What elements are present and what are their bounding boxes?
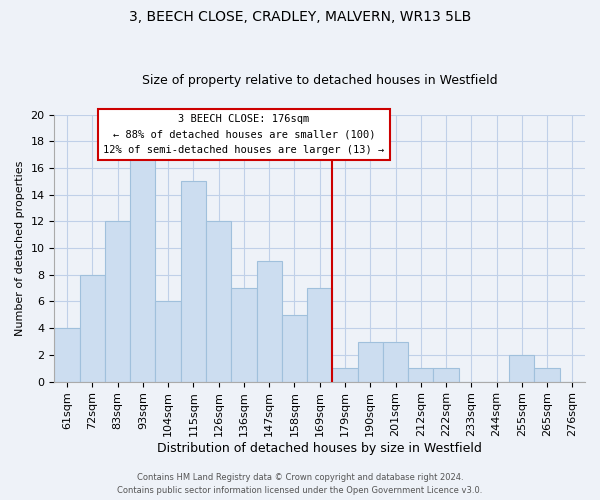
- Bar: [231, 288, 257, 382]
- Y-axis label: Number of detached properties: Number of detached properties: [15, 160, 25, 336]
- Bar: [257, 262, 282, 382]
- Bar: [55, 328, 80, 382]
- Text: Contains HM Land Registry data © Crown copyright and database right 2024.
Contai: Contains HM Land Registry data © Crown c…: [118, 474, 482, 495]
- Bar: [307, 288, 332, 382]
- Bar: [332, 368, 358, 382]
- Bar: [282, 315, 307, 382]
- Bar: [408, 368, 433, 382]
- Bar: [358, 342, 383, 382]
- Bar: [383, 342, 408, 382]
- Text: 3, BEECH CLOSE, CRADLEY, MALVERN, WR13 5LB: 3, BEECH CLOSE, CRADLEY, MALVERN, WR13 5…: [129, 10, 471, 24]
- Bar: [509, 355, 535, 382]
- Bar: [535, 368, 560, 382]
- Bar: [80, 275, 105, 382]
- Bar: [105, 222, 130, 382]
- X-axis label: Distribution of detached houses by size in Westfield: Distribution of detached houses by size …: [157, 442, 482, 455]
- Bar: [206, 222, 231, 382]
- Bar: [130, 154, 155, 382]
- Bar: [155, 302, 181, 382]
- Title: Size of property relative to detached houses in Westfield: Size of property relative to detached ho…: [142, 74, 497, 87]
- Text: 3 BEECH CLOSE: 176sqm
← 88% of detached houses are smaller (100)
12% of semi-det: 3 BEECH CLOSE: 176sqm ← 88% of detached …: [103, 114, 385, 155]
- Bar: [433, 368, 458, 382]
- Bar: [181, 182, 206, 382]
